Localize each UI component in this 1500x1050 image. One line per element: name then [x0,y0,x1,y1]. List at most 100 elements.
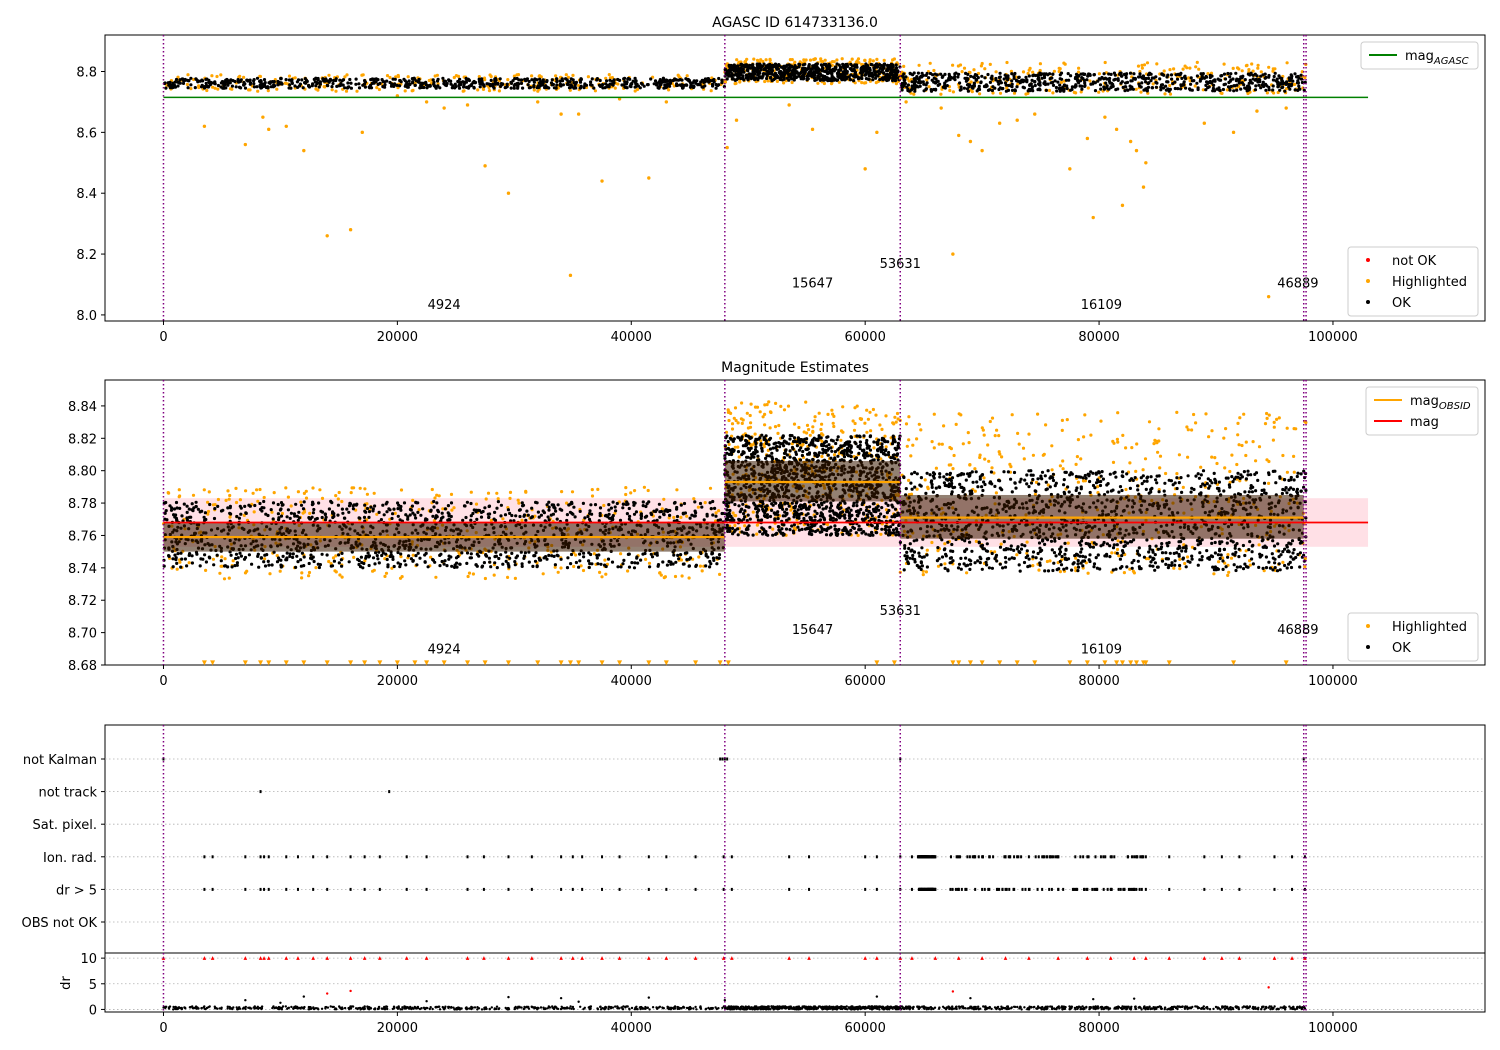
ok-point [785,68,789,72]
ok-point [267,563,271,567]
ok-point [515,554,520,558]
highlighted-point [222,577,227,581]
ok-point [569,552,574,557]
highlighted-point [388,75,392,80]
ok-point [569,77,573,81]
ok-point [944,79,948,83]
highlighted-point [907,79,911,83]
highlighted-point [607,73,611,77]
ok-point [990,77,994,81]
ok-point [976,76,980,80]
ok-point [498,77,502,81]
ok-point [894,63,898,67]
ok-point [867,77,871,81]
highlighted-point [896,417,900,421]
ok-point [1169,73,1174,77]
x-tick-label: 40000 [611,330,652,345]
ok-point [1099,87,1103,91]
ok-point [406,85,410,89]
ok-point [176,552,180,556]
ok-point [362,515,367,520]
ok-point [574,81,578,85]
ok-point [604,82,608,86]
ok-point [626,502,630,506]
ok-point [555,517,559,521]
ok-point [278,508,282,512]
ok-point [1255,74,1259,78]
ok-point [1108,76,1112,81]
ok-point [185,518,189,522]
highlighted-point [1255,109,1259,113]
highlighted-point [175,567,179,571]
ok-point [1100,75,1104,80]
highlighted-point [487,89,492,93]
ok-point [520,501,524,505]
ok-point [588,509,592,513]
ok-point [641,552,645,556]
highlighted-point [1088,79,1092,83]
ok-point [1003,73,1007,77]
ok-point [610,560,615,564]
ok-point [916,71,921,75]
ok-point [819,63,824,67]
ok-point [454,556,459,560]
ok-point [1015,85,1019,89]
ok-point [1058,89,1062,93]
highlighted-point [1079,90,1083,94]
ok-point [1277,83,1281,87]
highlighted-point [679,515,683,520]
ok-point [481,509,485,514]
highlighted-point [167,491,171,495]
highlighted-point [1145,61,1150,65]
ok-point [565,566,570,570]
ok-point [1133,76,1137,81]
ok-point [237,80,241,84]
ok-point [1059,86,1063,91]
highlighted-point [1163,92,1167,96]
ok-point [496,500,500,504]
highlighted-point [804,58,808,62]
highlighted-point [1047,88,1052,93]
ok-point [1119,74,1123,78]
highlighted-point [698,564,703,568]
highlighted-point [242,513,246,518]
ok-point [787,63,791,67]
highlighted-point [289,504,293,508]
ok-point [750,63,754,67]
y-tick-label: 8.4 [76,187,97,202]
highlighted-point [692,497,696,501]
highlighted-point [633,489,637,493]
ok-point [806,77,810,81]
ok-point [477,79,481,84]
ok-point [565,513,570,517]
ok-point [499,553,503,557]
ok-point [1064,78,1068,82]
ok-point [242,80,246,85]
ok-point [432,80,436,84]
highlighted-point [1266,294,1271,299]
ok-point [185,504,189,508]
ok-point [407,554,411,558]
ok-point [778,76,782,80]
highlighted-point [774,401,778,405]
ok-point [532,85,536,89]
highlighted-point [287,74,292,78]
highlighted-point [790,80,794,85]
ok-point [1051,80,1055,84]
ok-point [443,83,447,87]
y-tick-label: 8.6 [76,126,97,141]
ok-point [555,77,559,81]
highlighted-point [340,499,344,504]
highlighted-point [258,74,262,78]
ok-point [1102,87,1106,91]
highlighted-point [471,572,475,576]
highlighted-point [808,58,813,62]
highlighted-point [211,503,215,507]
ok-point [294,502,298,506]
highlighted-point [325,234,329,238]
ok-point [491,82,495,86]
ok-point [733,78,737,82]
highlighted-point [714,511,718,515]
ok-point [171,81,175,85]
highlighted-point [238,498,242,502]
